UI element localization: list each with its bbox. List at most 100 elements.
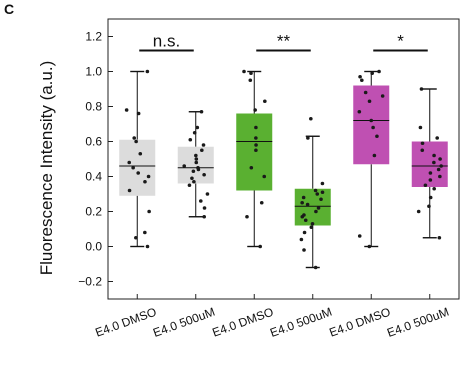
data-point: [187, 183, 192, 188]
data-point: [136, 171, 141, 175]
data-point: [145, 69, 150, 74]
data-point: [309, 116, 313, 121]
data-point: [306, 136, 310, 140]
data-point: [423, 183, 428, 188]
data-point: [427, 204, 431, 209]
data-point: [320, 181, 325, 186]
data-point: [416, 209, 421, 214]
y-tick-label: −0.2: [78, 275, 102, 289]
data-point: [242, 69, 246, 74]
data-point: [134, 139, 138, 144]
data-point: [314, 209, 318, 214]
box: [119, 139, 156, 196]
data-point: [147, 209, 151, 214]
data-point: [363, 90, 368, 95]
data-point: [375, 134, 379, 139]
data-point: [420, 148, 425, 153]
data-point: [371, 125, 375, 130]
data-point: [319, 197, 323, 202]
x-category-label: E4.0 500uM: [268, 305, 334, 340]
x-category-label: E4.0 500uM: [385, 305, 451, 340]
data-point: [254, 148, 258, 153]
data-point: [428, 195, 433, 200]
box: [294, 188, 331, 226]
data-point: [377, 69, 381, 74]
data-point: [357, 109, 362, 114]
data-point: [146, 174, 151, 179]
data-point: [254, 125, 258, 130]
data-point: [437, 235, 442, 240]
x-category-label: E4.0 DMSO: [210, 305, 275, 340]
y-tick-label: 0.0: [85, 240, 102, 254]
data-point: [367, 244, 372, 249]
data-point: [196, 167, 201, 172]
data-point: [357, 234, 362, 238]
data-point: [188, 137, 193, 142]
data-point: [258, 244, 262, 249]
data-point: [182, 164, 187, 168]
data-point: [301, 195, 306, 200]
data-point: [205, 192, 210, 196]
data-point: [194, 160, 199, 165]
data-point: [300, 214, 305, 219]
data-point: [418, 125, 423, 130]
data-point: [380, 94, 385, 98]
data-point: [370, 71, 374, 76]
data-point: [299, 237, 304, 242]
y-axis-title: Fluorescence Intensity (a.u.): [37, 61, 56, 275]
data-point: [194, 157, 199, 161]
data-point: [134, 235, 138, 240]
data-point: [432, 160, 436, 165]
x-category-label: E4.0 DMSO: [93, 305, 158, 340]
box: [236, 113, 273, 191]
x-category-label: E4.0 DMSO: [327, 305, 392, 340]
data-point: [432, 186, 436, 191]
y-tick-label: 0.2: [85, 205, 102, 219]
data-point: [132, 136, 137, 140]
data-point: [369, 118, 374, 123]
data-point: [420, 141, 425, 146]
data-point: [254, 136, 258, 140]
data-point: [136, 111, 141, 116]
y-tick-label: 0.8: [85, 100, 102, 114]
data-point: [438, 174, 442, 179]
data-point: [131, 165, 135, 170]
y-tick-label: 1.0: [85, 65, 102, 79]
data-point: [428, 171, 433, 175]
data-point: [303, 218, 308, 223]
data-point: [372, 153, 377, 158]
data-point: [254, 143, 258, 147]
y-tick-label: 0.4: [85, 170, 102, 184]
data-point: [138, 151, 143, 156]
data-point: [143, 179, 147, 184]
data-point: [302, 230, 307, 235]
data-point: [143, 230, 147, 235]
data-point: [201, 143, 206, 147]
data-point: [145, 244, 150, 249]
data-point: [316, 206, 321, 210]
data-point: [192, 130, 197, 135]
data-point: [190, 176, 194, 181]
data-point: [194, 153, 198, 158]
data-point: [428, 178, 433, 182]
data-point: [195, 125, 200, 130]
data-point: [300, 200, 304, 205]
data-point: [202, 206, 207, 210]
significance-label: **: [277, 32, 291, 51]
data-point: [202, 172, 206, 177]
significance-label: n.s.: [153, 32, 180, 51]
data-point: [367, 99, 372, 104]
data-point: [360, 78, 364, 83]
data-point: [358, 74, 362, 79]
data-point: [249, 165, 254, 170]
data-point: [248, 78, 253, 83]
data-point: [191, 169, 196, 174]
data-point: [253, 108, 257, 112]
data-point: [310, 221, 315, 226]
data-point: [419, 87, 424, 91]
data-point: [320, 190, 325, 195]
data-point: [245, 214, 249, 219]
data-point: [263, 99, 267, 104]
y-tick-label: 1.2: [85, 30, 102, 44]
